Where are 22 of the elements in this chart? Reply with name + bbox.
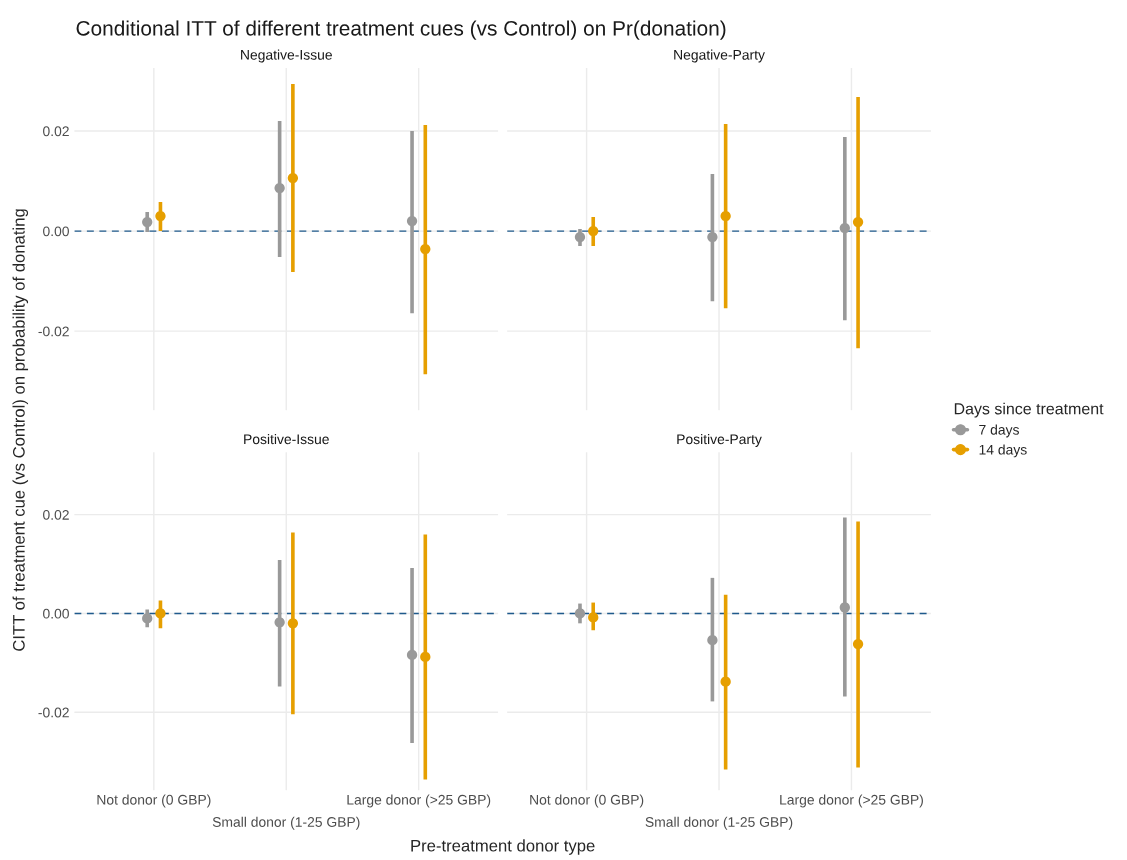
legend-title: Days since treatment <box>954 402 1104 418</box>
y-tick-label: 0.00 <box>43 608 69 619</box>
chart-title: Positive-Party <box>677 433 762 447</box>
chart-title: Positive-Issue <box>244 433 329 445</box>
x-tick-label: Large donor (>25 GBP) <box>347 794 491 808</box>
y-tick-label: -0.02 <box>38 707 69 718</box>
x-tick-label: Small donor (1-25 GBP) <box>645 816 793 830</box>
text: Conditional ITT of different treatment cues (vs Control) on Pr(donation) <box>76 20 726 40</box>
x-tick-label: Not donor (0 GBP) <box>530 794 644 808</box>
y-tick-label: 0.00 <box>43 226 69 237</box>
x-tick-label: Large donor (>25 GBP) <box>780 794 923 808</box>
chart-title: Negative-Party <box>674 49 765 63</box>
x-axis-title: Pre-treatment donor type <box>411 839 595 855</box>
legend-label: 14 days <box>979 444 1027 458</box>
chart-title: Negative-Issue <box>241 49 332 63</box>
x-tick-label: Not donor (0 GBP) <box>97 794 211 808</box>
y-tick-label: -0.02 <box>38 326 69 337</box>
x-tick-label: Small donor (1-25 GBP) <box>212 816 360 830</box>
legend-label: 7 days <box>979 424 1019 438</box>
y-tick-label: 0.02 <box>43 509 69 520</box>
y-tick-label: 0.02 <box>43 126 69 137</box>
y-axis-title: CITT of treatment cue (vs Control) on probability of donating <box>12 209 29 651</box>
